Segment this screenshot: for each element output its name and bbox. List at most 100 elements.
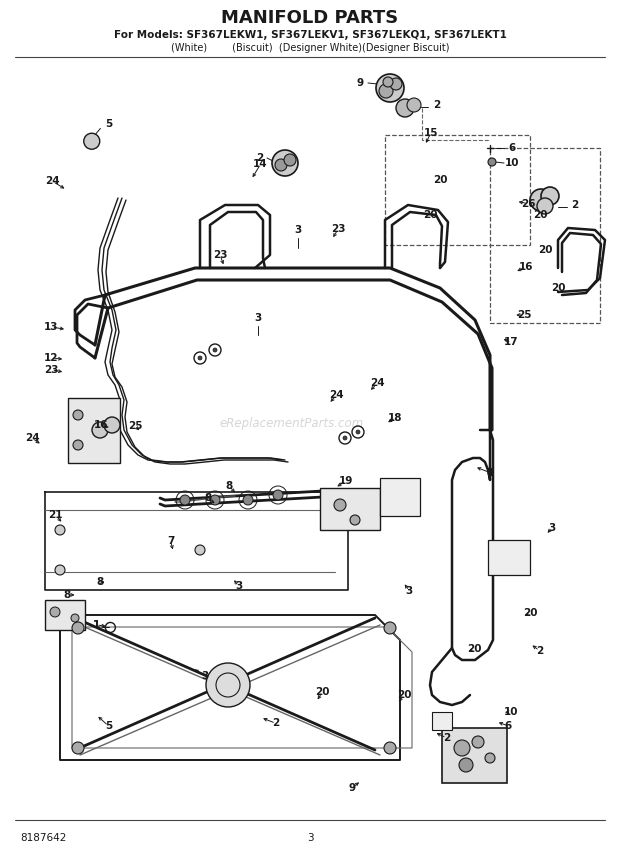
Circle shape <box>104 417 120 433</box>
Text: 20: 20 <box>433 175 447 185</box>
Circle shape <box>343 436 347 440</box>
Text: 24: 24 <box>370 378 384 389</box>
Circle shape <box>92 422 108 438</box>
Circle shape <box>530 189 552 211</box>
Circle shape <box>485 753 495 763</box>
Text: 17: 17 <box>504 337 519 348</box>
Text: 23: 23 <box>213 250 228 260</box>
Circle shape <box>198 356 202 360</box>
Bar <box>432 712 452 730</box>
Text: 8: 8 <box>63 590 71 600</box>
Text: 25: 25 <box>128 421 143 431</box>
Circle shape <box>383 77 393 87</box>
Text: 2: 2 <box>257 153 264 163</box>
Circle shape <box>384 622 396 634</box>
Circle shape <box>390 78 402 90</box>
Text: 24: 24 <box>45 176 60 187</box>
Text: 4: 4 <box>486 467 494 478</box>
Bar <box>45 600 85 630</box>
Circle shape <box>272 150 298 176</box>
Text: 2: 2 <box>272 718 280 728</box>
Text: For Models: SF367LEKW1, SF367LEKV1, SF367LEKQ1, SF367LEKT1: For Models: SF367LEKW1, SF367LEKV1, SF36… <box>113 30 507 40</box>
Circle shape <box>210 495 220 505</box>
Text: 20: 20 <box>315 687 330 697</box>
Bar <box>490 148 600 323</box>
Circle shape <box>275 159 287 171</box>
Circle shape <box>396 99 414 117</box>
Text: 3: 3 <box>254 313 262 323</box>
Text: eReplacementParts.com: eReplacementParts.com <box>219 417 363 431</box>
Text: 3: 3 <box>548 523 556 533</box>
Circle shape <box>55 525 65 535</box>
Bar <box>320 488 380 530</box>
Circle shape <box>284 154 296 166</box>
Bar <box>68 398 120 463</box>
Text: 5: 5 <box>105 119 112 129</box>
Circle shape <box>180 495 190 505</box>
Text: 2: 2 <box>572 200 578 210</box>
Circle shape <box>213 348 217 352</box>
Circle shape <box>243 495 253 505</box>
Text: 15: 15 <box>423 128 438 138</box>
Text: 12: 12 <box>44 353 59 363</box>
Text: 20: 20 <box>397 690 412 700</box>
Bar <box>488 540 530 575</box>
Text: 23: 23 <box>330 224 345 235</box>
Text: 20: 20 <box>551 283 565 293</box>
Text: 6: 6 <box>505 721 512 731</box>
Text: 5: 5 <box>105 721 112 731</box>
Text: 24: 24 <box>329 390 343 401</box>
Text: 21: 21 <box>48 510 63 520</box>
Circle shape <box>459 758 473 772</box>
Circle shape <box>472 736 484 748</box>
Circle shape <box>334 499 346 511</box>
Circle shape <box>71 614 79 622</box>
Circle shape <box>407 98 421 112</box>
Text: 14: 14 <box>253 159 268 169</box>
Text: (White)        (Biscuit)  (Designer White)(Designer Biscuit): (White) (Biscuit) (Designer White)(Desig… <box>170 43 450 53</box>
Circle shape <box>72 742 84 754</box>
Bar <box>442 728 507 783</box>
Text: 10: 10 <box>505 158 520 168</box>
Text: 3: 3 <box>307 833 313 843</box>
Text: 16: 16 <box>518 262 533 272</box>
Text: 8187642: 8187642 <box>20 833 66 843</box>
Text: 9: 9 <box>348 782 356 793</box>
Text: 3: 3 <box>294 225 301 235</box>
Text: 9: 9 <box>356 78 363 88</box>
Text: 20: 20 <box>538 245 552 255</box>
Text: 1: 1 <box>92 620 100 630</box>
Circle shape <box>72 622 84 634</box>
Circle shape <box>84 134 100 149</box>
Text: 26: 26 <box>521 199 536 209</box>
Text: 20: 20 <box>523 608 538 618</box>
Text: 20: 20 <box>423 210 437 220</box>
Text: 25: 25 <box>516 310 531 320</box>
Circle shape <box>384 742 396 754</box>
Text: 8: 8 <box>204 493 211 503</box>
Text: 20: 20 <box>467 644 482 654</box>
Text: 16: 16 <box>94 420 108 431</box>
Circle shape <box>454 740 470 756</box>
Circle shape <box>273 490 283 500</box>
Bar <box>385 135 530 245</box>
Text: 6: 6 <box>508 143 516 153</box>
Text: 8: 8 <box>226 481 233 491</box>
Text: 13: 13 <box>44 322 59 332</box>
Text: 24: 24 <box>25 433 40 443</box>
Circle shape <box>73 410 83 420</box>
Circle shape <box>488 158 496 166</box>
Text: 2: 2 <box>443 733 450 743</box>
Circle shape <box>379 84 393 98</box>
Text: 23: 23 <box>44 365 59 375</box>
Circle shape <box>55 565 65 575</box>
Text: 2: 2 <box>433 100 441 110</box>
Text: 7: 7 <box>167 536 174 546</box>
Text: 10: 10 <box>504 707 519 717</box>
Circle shape <box>376 74 404 102</box>
Text: 3: 3 <box>405 586 413 596</box>
Text: 19: 19 <box>339 476 353 486</box>
Text: 8: 8 <box>97 577 104 587</box>
Text: 1: 1 <box>92 620 100 630</box>
Text: 2: 2 <box>536 645 543 656</box>
